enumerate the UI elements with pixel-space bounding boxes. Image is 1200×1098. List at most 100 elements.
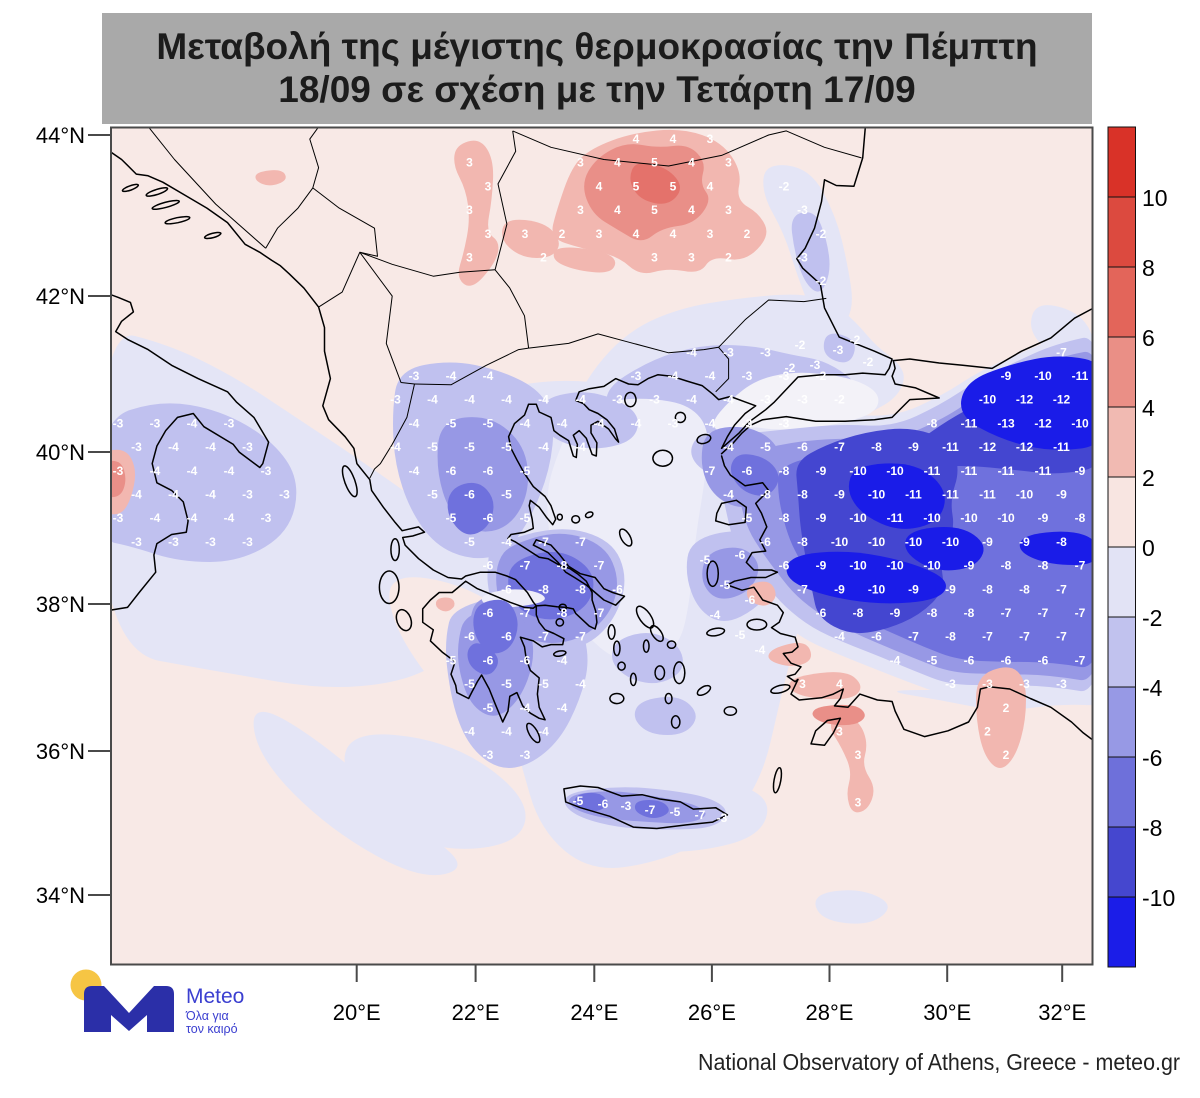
svg-text:-11: -11	[942, 440, 959, 454]
svg-text:τον καιρό: τον καιρό	[186, 1022, 238, 1036]
svg-text:-8: -8	[538, 582, 549, 596]
svg-text:-4: -4	[686, 345, 697, 359]
svg-text:-3: -3	[113, 464, 124, 478]
svg-text:-4: -4	[409, 416, 420, 430]
svg-text:-12: -12	[1034, 416, 1052, 430]
svg-text:-10: -10	[1071, 416, 1089, 430]
svg-text:-8: -8	[1019, 582, 1030, 596]
svg-text:-5: -5	[501, 677, 512, 691]
svg-text:-4: -4	[705, 416, 716, 430]
svg-text:-5: -5	[501, 440, 512, 454]
svg-text:-2: -2	[795, 338, 806, 352]
svg-text:-2: -2	[834, 393, 845, 407]
svg-text:-11: -11	[961, 464, 978, 478]
svg-text:4: 4	[688, 203, 695, 217]
svg-text:3: 3	[596, 227, 603, 241]
svg-text:-11: -11	[979, 488, 996, 502]
svg-text:2: 2	[540, 251, 547, 265]
svg-text:-6: -6	[520, 653, 531, 667]
svg-text:4: 4	[670, 132, 677, 146]
svg-text:-7: -7	[1056, 582, 1067, 596]
svg-text:-11: -11	[961, 416, 978, 430]
svg-text:4: 4	[614, 203, 621, 217]
svg-text:-4: -4	[187, 416, 198, 430]
svg-text:2: 2	[744, 227, 751, 241]
svg-text:-9: -9	[816, 511, 827, 525]
svg-text:-8: -8	[779, 511, 790, 525]
svg-text:-4: -4	[446, 369, 457, 383]
svg-text:3: 3	[688, 251, 695, 265]
svg-text:-9: -9	[1019, 535, 1030, 549]
svg-text:-7: -7	[645, 803, 656, 817]
svg-text:-8: -8	[779, 464, 790, 478]
svg-text:-11: -11	[887, 511, 904, 525]
svg-text:-3: -3	[261, 464, 272, 478]
svg-text:-5: -5	[573, 794, 584, 808]
svg-text:40°N: 40°N	[36, 440, 85, 465]
svg-text:-8: -8	[557, 559, 568, 573]
svg-text:-8: -8	[1056, 535, 1067, 549]
svg-text:-7: -7	[1019, 630, 1030, 644]
svg-text:-3: -3	[131, 535, 142, 549]
svg-text:-4: -4	[631, 416, 642, 430]
svg-text:-4: -4	[723, 488, 734, 502]
svg-text:4: 4	[688, 156, 695, 170]
svg-text:-5: -5	[483, 701, 494, 715]
svg-text:-6: -6	[483, 606, 494, 620]
svg-text:Όλα για: Όλα για	[185, 1009, 229, 1023]
svg-text:-4: -4	[557, 701, 568, 715]
svg-text:-4: -4	[501, 725, 512, 739]
svg-text:-4: -4	[575, 393, 586, 407]
svg-text:-10: -10	[1142, 885, 1175, 911]
svg-text:-7: -7	[695, 808, 706, 822]
svg-text:-3: -3	[797, 203, 808, 217]
svg-text:3: 3	[485, 179, 492, 193]
svg-text:-2: -2	[816, 227, 827, 241]
svg-text:4: 4	[707, 179, 714, 193]
svg-text:3: 3	[725, 156, 732, 170]
svg-text:-9: -9	[982, 535, 993, 549]
svg-text:-5: -5	[501, 488, 512, 502]
svg-text:-3: -3	[833, 343, 844, 357]
svg-text:-7: -7	[797, 582, 808, 596]
svg-text:-9: -9	[1056, 488, 1067, 502]
svg-text:-3: -3	[131, 440, 142, 454]
svg-text:-13: -13	[997, 416, 1015, 430]
svg-text:-5: -5	[742, 511, 753, 525]
svg-text:-3: -3	[742, 416, 753, 430]
svg-text:-8: -8	[927, 606, 938, 620]
svg-text:-4: -4	[538, 440, 549, 454]
svg-text:42°N: 42°N	[36, 284, 85, 309]
svg-text:-5: -5	[520, 511, 531, 525]
svg-text:3: 3	[466, 156, 473, 170]
svg-text:-7: -7	[1001, 606, 1012, 620]
svg-text:-4: -4	[150, 464, 161, 478]
svg-text:-3: -3	[631, 369, 642, 383]
svg-text:-12: -12	[1053, 393, 1071, 407]
svg-text:-3: -3	[779, 369, 790, 383]
svg-text:-4: -4	[501, 535, 512, 549]
svg-text:-7: -7	[834, 440, 845, 454]
svg-text:-4: -4	[187, 511, 198, 525]
svg-text:-11: -11	[1053, 440, 1070, 454]
svg-text:0: 0	[1142, 535, 1155, 561]
svg-text:-6: -6	[464, 488, 475, 502]
svg-text:-10: -10	[886, 464, 904, 478]
svg-text:3: 3	[577, 203, 584, 217]
svg-text:-2: -2	[816, 369, 827, 383]
svg-text:-10: -10	[905, 535, 923, 549]
svg-text:-7: -7	[575, 535, 586, 549]
svg-text:-4: -4	[1142, 675, 1163, 701]
svg-text:4: 4	[633, 227, 640, 241]
svg-text:-4: -4	[723, 393, 734, 407]
svg-text:-3: -3	[113, 416, 124, 430]
svg-text:-7: -7	[1038, 606, 1049, 620]
svg-text:-7: -7	[1075, 606, 1086, 620]
svg-text:-4: -4	[705, 369, 716, 383]
svg-text:-6: -6	[1001, 653, 1012, 667]
svg-text:-10: -10	[868, 582, 886, 596]
svg-text:-11: -11	[1035, 464, 1052, 478]
svg-text:44°N: 44°N	[36, 123, 85, 148]
svg-text:-3: -3	[797, 251, 808, 265]
svg-text:-5: -5	[700, 553, 711, 567]
